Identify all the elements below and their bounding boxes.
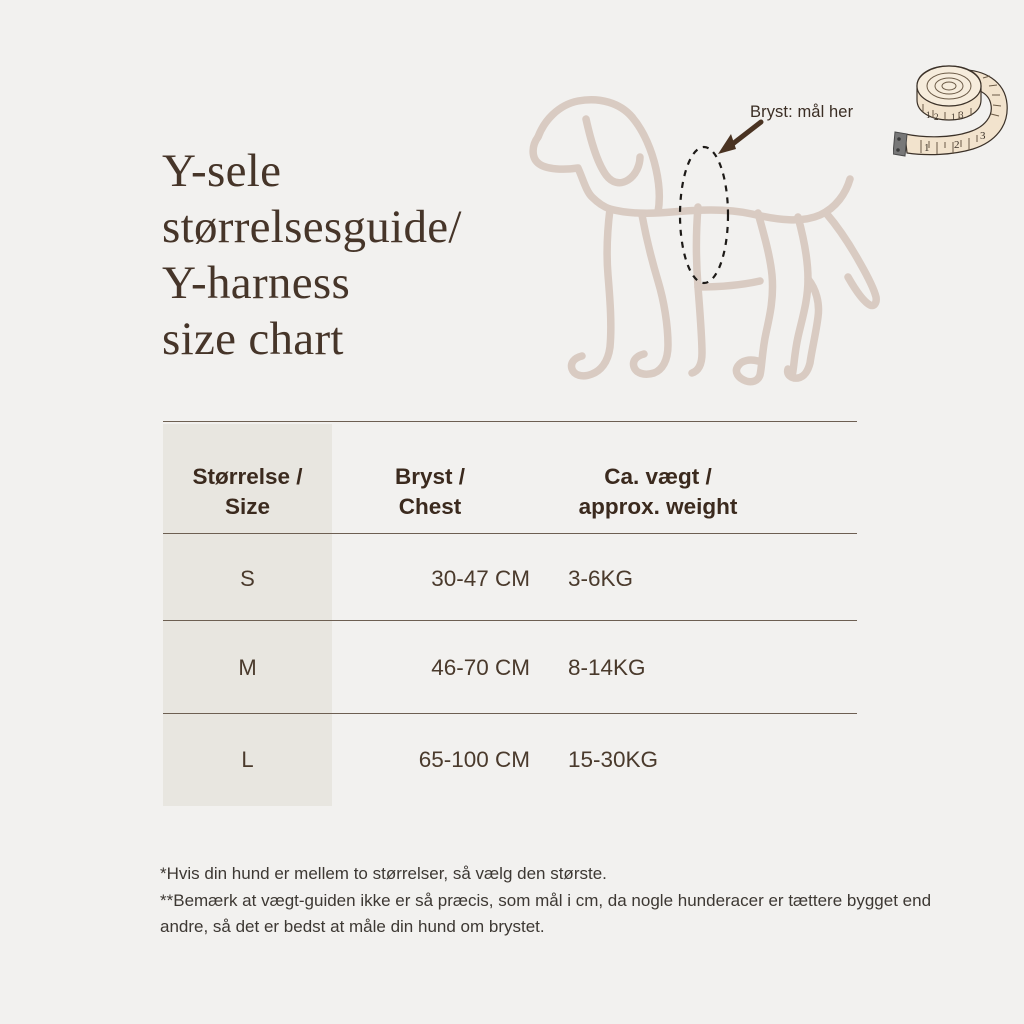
cell-weight-l: 15-30KG	[568, 747, 659, 772]
chest-measure-ellipse	[678, 145, 730, 285]
page-title-line-3: Y-harness	[162, 257, 351, 309]
table-header-weight: Ca. vægt / approx. weight	[578, 464, 738, 519]
tape-roll-number-3: 1	[951, 112, 956, 122]
page-title-line-4: size chart	[162, 313, 344, 365]
tape-roll-number-4: 3	[959, 110, 964, 120]
tape-number-3: 3	[980, 130, 986, 142]
dog-illustration	[520, 75, 920, 395]
cell-weight-s: 3-6KG	[568, 566, 634, 591]
cell-size-m: M	[238, 655, 257, 680]
page-title-line-2: størrelsesguide/	[162, 201, 462, 253]
cell-weight-m: 8-14KG	[568, 655, 646, 680]
table-header-chest: Bryst / Chest	[394, 464, 466, 519]
tape-roll-number-1: 1	[926, 110, 931, 120]
cell-size-l: L	[241, 747, 254, 772]
tape-measure-icon: 1 2 3 1 2 1 3	[892, 48, 1018, 168]
tape-number-2: 2	[954, 139, 960, 151]
footnote-2: **Bemærk at vægt-guiden ikke er så præci…	[160, 890, 932, 937]
table-rule-top	[163, 421, 857, 422]
cell-chest-m: 46-70 CM	[431, 655, 530, 680]
table-rule-row-m-bottom	[163, 713, 857, 714]
cell-chest-l: 65-100 CM	[418, 747, 530, 772]
chest-annotation-label: Bryst: mål her	[750, 103, 854, 121]
footnotes: *Hvis din hund er mellem to størrelser, …	[160, 861, 970, 941]
tape-metal-clip	[892, 131, 908, 157]
page-title: Y-sele størrelsesguide/ Y-harness size c…	[162, 143, 592, 367]
cell-size-s: S	[240, 566, 255, 591]
tape-number-1: 1	[924, 142, 930, 154]
table-rule-row-s-bottom	[163, 620, 857, 621]
table-header-size: Størrelse / Size	[192, 464, 303, 519]
chest-annotation-arrow-icon	[714, 118, 764, 160]
tape-roll-number-2: 2	[934, 112, 939, 122]
dog-body-outline	[529, 96, 880, 386]
footnote-1: *Hvis din hund er mellem to størrelser, …	[160, 864, 607, 883]
cell-chest-s: 30-47 CM	[431, 566, 530, 591]
size-column-background	[163, 424, 332, 806]
table-rule-header-bottom	[163, 533, 857, 534]
page-title-line-1: Y-sele	[162, 145, 282, 197]
